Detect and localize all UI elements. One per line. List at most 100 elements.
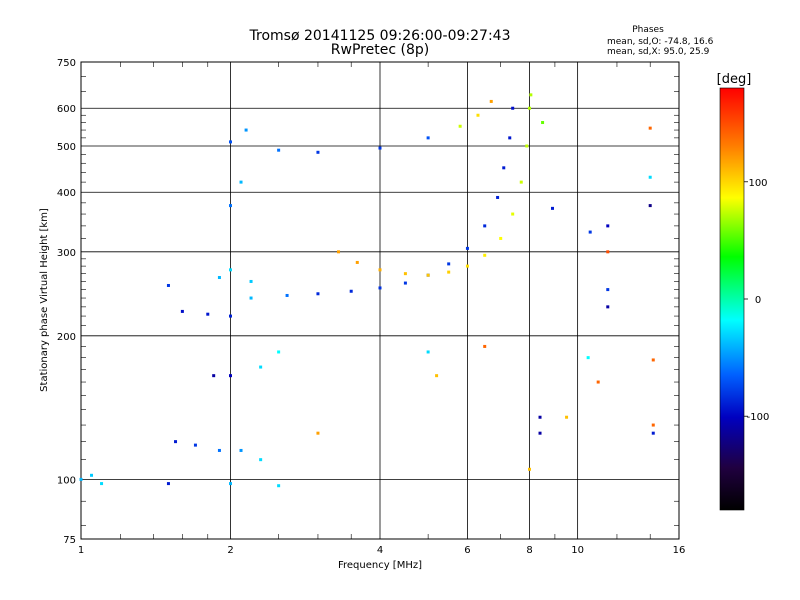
x-tick-label: 10	[571, 545, 584, 556]
data-point	[588, 230, 592, 234]
data-point	[193, 443, 197, 447]
data-point	[538, 431, 542, 435]
data-point	[217, 276, 221, 280]
data-point	[249, 279, 253, 283]
data-point	[217, 448, 221, 452]
data-point	[378, 286, 382, 290]
data-point	[316, 431, 320, 435]
data-point	[483, 253, 487, 257]
chart-subtitle: RwPretec (8p)	[331, 42, 429, 58]
data-point	[483, 224, 487, 228]
data-point	[426, 273, 430, 277]
data-point	[525, 144, 529, 148]
data-point	[435, 374, 439, 378]
data-point	[538, 415, 542, 419]
data-point	[229, 204, 232, 208]
data-point	[519, 180, 523, 184]
data-point	[606, 224, 610, 228]
data-point	[229, 374, 232, 378]
data-point	[316, 150, 320, 154]
stats-line-o: mean, sd,O: -74.8, 16.6	[607, 37, 714, 47]
data-point	[355, 260, 359, 264]
data-point	[174, 440, 178, 444]
y-tick-label: 750	[57, 58, 76, 69]
data-point	[447, 262, 451, 266]
data-point	[277, 148, 281, 152]
data-point	[277, 484, 281, 488]
data-point	[229, 314, 232, 318]
y-tick-label: 200	[57, 332, 76, 343]
data-point	[277, 350, 281, 354]
data-point	[511, 212, 515, 216]
stats-heading: Phases	[632, 25, 664, 35]
data-point	[249, 296, 253, 300]
data-point	[259, 365, 263, 369]
data-point	[606, 250, 610, 254]
data-point	[229, 140, 232, 144]
data-point	[378, 146, 382, 150]
data-point	[648, 204, 652, 208]
x-tick-label: 16	[673, 545, 686, 556]
data-point	[180, 309, 184, 313]
data-point	[483, 344, 487, 348]
data-point	[458, 124, 462, 128]
data-point	[337, 250, 341, 254]
data-point	[528, 106, 531, 110]
data-point	[259, 458, 263, 462]
data-point	[229, 268, 232, 272]
data-point	[403, 281, 407, 285]
grid	[81, 62, 679, 539]
data-point	[565, 415, 569, 419]
colorbar-label: [deg]	[717, 72, 752, 87]
data-point	[511, 106, 515, 110]
data-point	[378, 268, 382, 272]
data-point	[229, 482, 232, 486]
data-point	[596, 380, 600, 384]
colorbar	[719, 87, 745, 511]
data-point	[648, 175, 652, 179]
y-tick-label: 300	[57, 248, 76, 259]
y-tick-label: 75	[63, 535, 76, 546]
data-point	[606, 305, 610, 309]
data-point	[100, 482, 104, 486]
data-point	[447, 270, 451, 274]
colorbar-tick-label: 100	[748, 178, 767, 189]
x-tick-label: 1	[78, 545, 84, 556]
data-point	[502, 166, 506, 170]
data-point	[90, 473, 94, 477]
data-point	[586, 356, 590, 360]
colorbar-tick-label: 0	[755, 295, 761, 306]
x-axis: 1 2 4 6 8 10 16	[78, 62, 686, 556]
data-point	[529, 93, 533, 97]
chart-title: Tromsø 20141125 09:26:00-09:27:43	[249, 28, 511, 44]
data-point	[465, 264, 469, 268]
x-tick-label: 2	[227, 545, 233, 556]
data-point	[239, 180, 243, 184]
data-point	[426, 350, 430, 354]
data-point	[550, 206, 554, 210]
x-tick-label: 6	[464, 545, 470, 556]
data-point	[166, 482, 170, 486]
data-point	[651, 423, 655, 427]
y-tick-label: 400	[57, 188, 76, 199]
data-point	[648, 126, 652, 130]
x-tick-label: 8	[526, 545, 532, 556]
stats-line-x: mean, sd,X: 95.0, 25.9	[607, 47, 710, 57]
x-axis-title: Frequency [MHz]	[338, 560, 422, 571]
y-tick-label: 100	[57, 475, 76, 486]
data-points	[79, 93, 655, 488]
y-tick-label: 500	[57, 142, 76, 153]
data-point	[244, 128, 248, 132]
data-point	[349, 289, 353, 293]
colorbar-ticks: 100 0 -100	[744, 178, 769, 423]
data-point	[651, 358, 655, 362]
data-point	[489, 99, 493, 103]
data-point	[508, 136, 512, 140]
data-point	[541, 121, 545, 125]
data-point	[476, 113, 480, 117]
data-point	[606, 288, 610, 292]
data-point	[499, 236, 503, 240]
data-point	[403, 272, 407, 276]
data-point	[426, 136, 430, 140]
y-tick-label: 600	[57, 104, 76, 115]
